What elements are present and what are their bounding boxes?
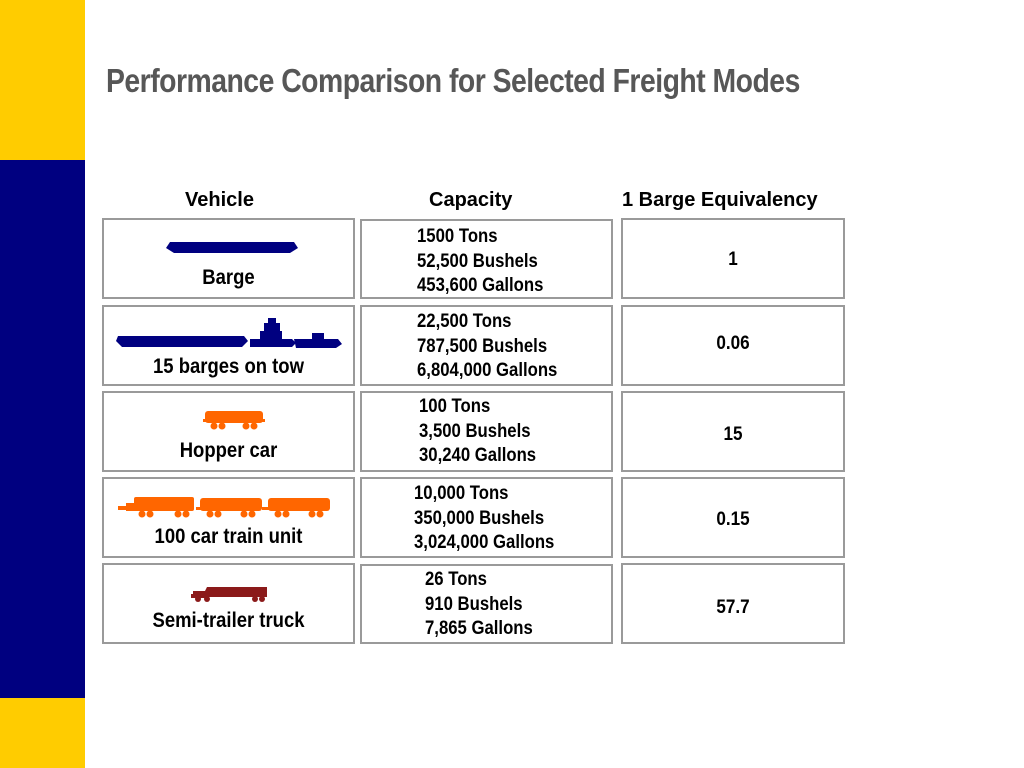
capacity-gallons: 3,024,000 Gallons <box>414 532 555 553</box>
capacity-cell-semi-truck: 26 Tons 910 Bushels 7,865 Gallons <box>360 564 613 644</box>
left-band-yellow-top <box>0 0 85 160</box>
capacity-tons: 26 Tons <box>425 569 487 590</box>
page-title: Performance Comparison for Selected Frei… <box>106 62 800 99</box>
capacity-tons: 22,500 Tons <box>417 311 512 332</box>
vehicle-label: 100 car train unit <box>154 525 303 548</box>
equivalency-value: 15 <box>723 424 743 445</box>
equivalency-value: 0.06 <box>716 333 750 354</box>
capacity-gallons: 6,804,000 Gallons <box>417 360 558 381</box>
equivalency-cell-semi-truck: 57.7 <box>621 563 845 644</box>
vehicle-cell-barge: Barge <box>102 218 355 299</box>
capacity-bushels: 910 Bushels <box>425 593 523 615</box>
header-equivalency: 1 Barge Equivalency <box>622 189 818 211</box>
equivalency-cell-barge: 1 <box>621 218 845 299</box>
train-unit-icon <box>118 497 330 518</box>
capacity-tons: 1500 Tons <box>417 226 498 247</box>
capacity-cell-train-unit: 10,000 Tons 350,000 Bushels 3,024,000 Ga… <box>360 477 613 558</box>
capacity-bushels: 52,500 Bushels <box>417 250 538 272</box>
barge-tow-icon <box>116 318 342 348</box>
vehicle-label: Hopper car <box>179 439 278 462</box>
left-band-blue <box>0 160 85 698</box>
capacity-bushels: 350,000 Bushels <box>414 507 545 529</box>
capacity-gallons: 7,865 Gallons <box>425 618 533 639</box>
equivalency-value: 1 <box>728 249 738 270</box>
capacity-cell-barge: 1500 Tons 52,500 Bushels 453,600 Gallons <box>360 219 613 299</box>
equivalency-value: 57.7 <box>716 597 750 618</box>
header-capacity: Capacity <box>429 189 513 211</box>
vehicle-label: Barge <box>202 266 255 289</box>
vehicle-cell-train-unit: 100 car train unit <box>102 477 355 558</box>
vehicle-label: Semi-trailer truck <box>152 609 305 632</box>
hopper-car-icon <box>203 411 265 430</box>
vehicle-cell-semi-truck: Semi-trailer truck <box>102 563 355 644</box>
capacity-tons: 10,000 Tons <box>414 483 509 504</box>
equivalency-cell-barges-on-tow: 0.06 <box>621 305 845 386</box>
vehicle-cell-hopper-car: Hopper car <box>102 391 355 472</box>
capacity-cell-hopper-car: 100 Tons 3,500 Bushels 30,240 Gallons <box>360 391 613 472</box>
capacity-gallons: 30,240 Gallons <box>419 445 537 466</box>
capacity-tons: 100 Tons <box>419 396 491 417</box>
capacity-bushels: 787,500 Bushels <box>417 335 548 357</box>
barge-icon <box>166 242 298 253</box>
vehicle-label: 15 barges on tow <box>153 355 304 378</box>
capacity-bushels: 3,500 Bushels <box>419 420 531 442</box>
equivalency-cell-train-unit: 0.15 <box>621 477 845 558</box>
equivalency-cell-hopper-car: 15 <box>621 391 845 472</box>
equivalency-value: 0.15 <box>716 509 750 530</box>
semi-truck-icon <box>191 587 267 602</box>
capacity-gallons: 453,600 Gallons <box>417 275 544 296</box>
vehicle-cell-barges-on-tow: 15 barges on tow <box>102 305 355 386</box>
header-vehicle: Vehicle <box>185 189 254 211</box>
left-band-yellow-bottom <box>0 698 85 768</box>
capacity-cell-barges-on-tow: 22,500 Tons 787,500 Bushels 6,804,000 Ga… <box>360 305 613 386</box>
